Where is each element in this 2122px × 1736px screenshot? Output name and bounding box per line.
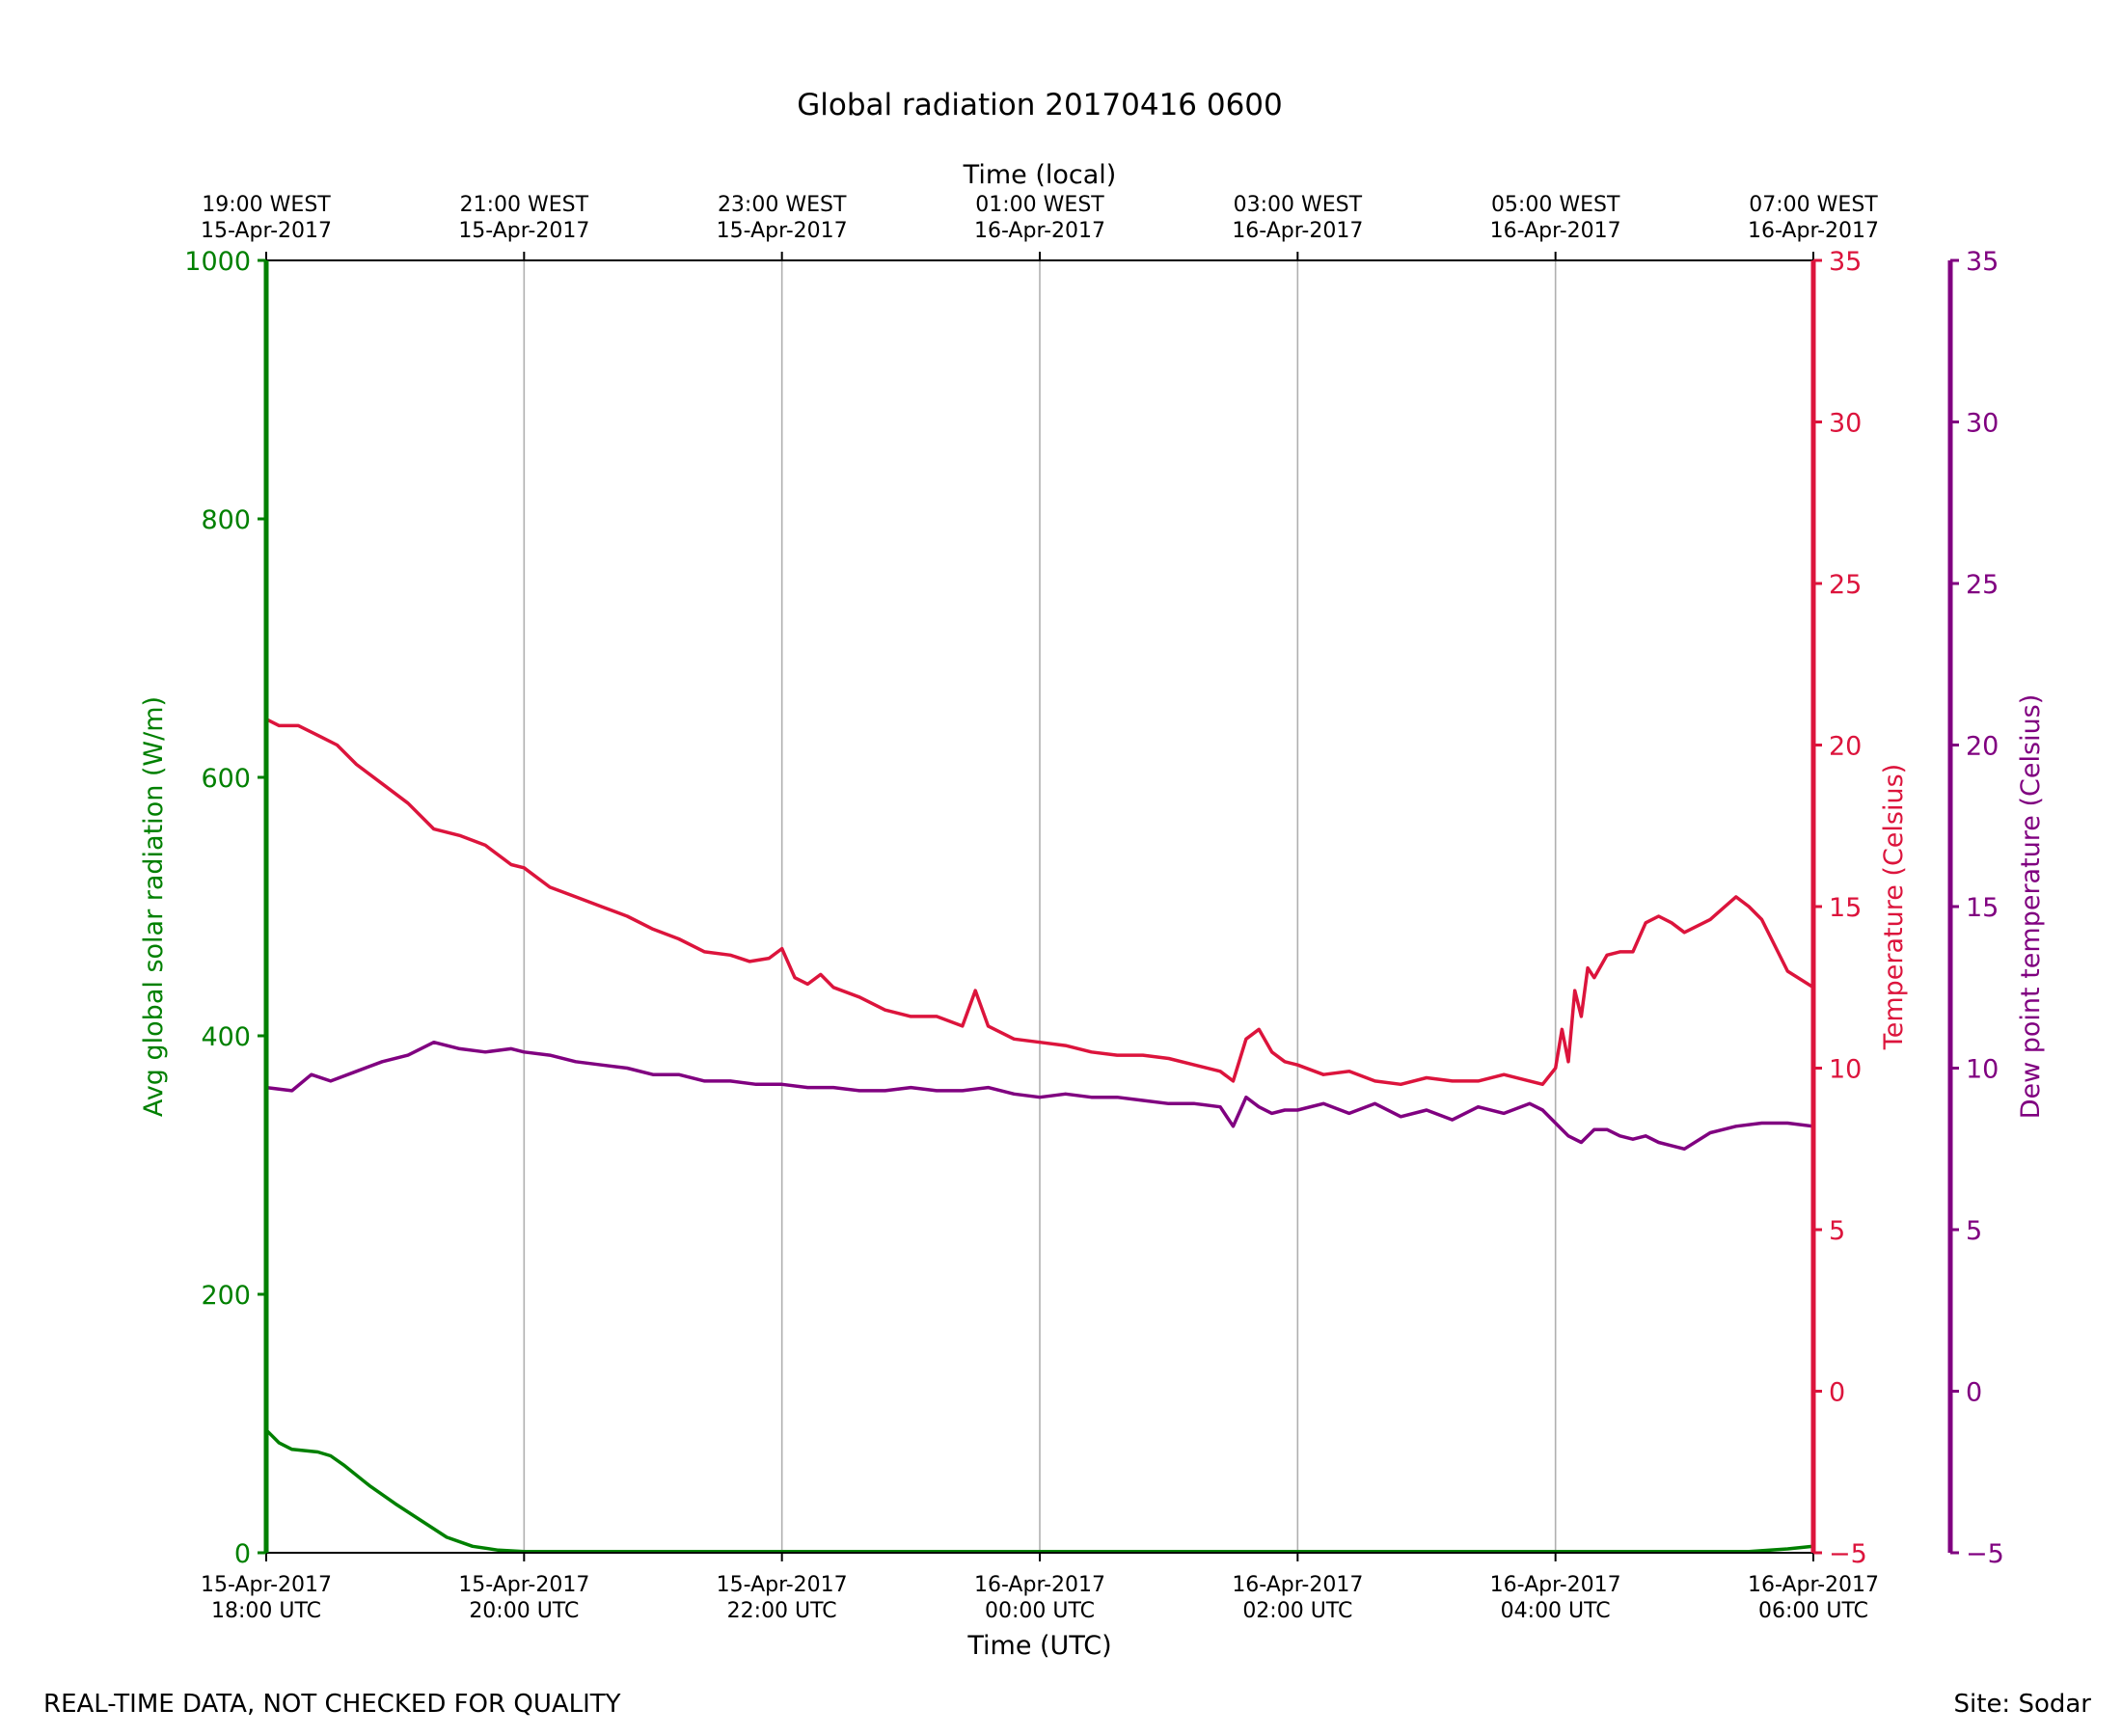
y-right-tick-label: 20 xyxy=(1829,732,1862,762)
series-dew-point-line xyxy=(264,1040,1815,1152)
x-top-tick-label-date: 16-Apr-2017 xyxy=(1232,219,1363,243)
y-left-tick-label: 400 xyxy=(201,1022,251,1052)
x-tick-label-date: 15-Apr-2017 xyxy=(201,1573,332,1597)
y-right2-tick-label: 5 xyxy=(1966,1216,1982,1246)
x-top-tick-label-time: 03:00 WEST xyxy=(1234,193,1363,217)
chart-title: Global radiation 20170416 0600 xyxy=(797,88,1283,122)
x-tick-label-time: 04:00 UTC xyxy=(1501,1599,1611,1623)
x-top-tick-label-date: 16-Apr-2017 xyxy=(1490,219,1621,243)
x-top-tick-label-time: 05:00 WEST xyxy=(1491,193,1620,217)
x-top-tick-label-date: 15-Apr-2017 xyxy=(201,219,332,243)
x-tick-label-date: 16-Apr-2017 xyxy=(1232,1573,1363,1597)
series-temperature-line xyxy=(264,717,1815,1087)
x-top-tick-label-date: 16-Apr-2017 xyxy=(974,219,1105,243)
x-tick-label-time: 00:00 UTC xyxy=(985,1599,1095,1623)
x-top-tick-label-date: 15-Apr-2017 xyxy=(717,219,848,243)
x-top-tick-label-time: 01:00 WEST xyxy=(975,193,1104,217)
y-right2-axis-label: Dew point temperature (Celsius) xyxy=(2016,694,2046,1120)
x-tick-label-time: 22:00 UTC xyxy=(727,1599,837,1623)
y-left-tick-label: 0 xyxy=(234,1539,251,1569)
y-right-tick-label: 5 xyxy=(1829,1216,1845,1246)
x-top-tick-label-date: 15-Apr-2017 xyxy=(458,219,589,243)
y-right2-tick-label: 20 xyxy=(1966,732,1999,762)
y-right-tick-label: −5 xyxy=(1829,1539,1867,1569)
footer-site: Site: Sodar xyxy=(1954,1690,2092,1719)
x-tick-label-date: 15-Apr-2017 xyxy=(717,1573,848,1597)
x-tick-label-date: 16-Apr-2017 xyxy=(1748,1573,1879,1597)
y-left-tick-label: 600 xyxy=(201,764,251,794)
y-right-axis-label: Temperature (Celsius) xyxy=(1879,764,1909,1050)
x-top-tick-label-time: 07:00 WEST xyxy=(1749,193,1878,217)
series-solar-radiation-line xyxy=(264,1427,1815,1554)
x-top-tick-label-time: 23:00 WEST xyxy=(718,193,847,217)
x-tick-label-date: 15-Apr-2017 xyxy=(458,1573,589,1597)
y-right2-tick-label: 25 xyxy=(1966,570,1999,600)
y-right-tick-label: 10 xyxy=(1829,1055,1862,1085)
y-left-axis-label: Avg global solar radiation (W/m) xyxy=(139,696,169,1117)
x-tick-label-date: 16-Apr-2017 xyxy=(974,1573,1105,1597)
x-axis-label: Time (UTC) xyxy=(966,1631,1111,1661)
y-right2-tick-label: 0 xyxy=(1966,1378,1982,1408)
x-tick-label-time: 06:00 UTC xyxy=(1758,1599,1868,1623)
y-left-tick-label: 1000 xyxy=(184,247,251,277)
y-right2-tick-label: −5 xyxy=(1966,1539,2004,1569)
x-top-tick-label-date: 16-Apr-2017 xyxy=(1748,219,1879,243)
x-tick-label-time: 18:00 UTC xyxy=(211,1599,321,1623)
y-left-tick-label: 200 xyxy=(201,1281,251,1311)
y-right-tick-label: 0 xyxy=(1829,1378,1845,1408)
x-top-tick-label-time: 19:00 WEST xyxy=(202,193,331,217)
x-tick-label-date: 16-Apr-2017 xyxy=(1490,1573,1621,1597)
footer-disclaimer: REAL-TIME DATA, NOT CHECKED FOR QUALITY xyxy=(43,1690,621,1719)
y-right-tick-label: 25 xyxy=(1829,570,1862,600)
y-right2-tick-label: 30 xyxy=(1966,409,1999,439)
y-right2-tick-label: 15 xyxy=(1966,893,1999,923)
y-right2-tick-label: 35 xyxy=(1966,247,1999,277)
y-right-tick-label: 30 xyxy=(1829,409,1862,439)
y-right2-tick-label: 10 xyxy=(1966,1055,1999,1085)
y-right-tick-label: 15 xyxy=(1829,893,1862,923)
x-tick-label-time: 02:00 UTC xyxy=(1242,1599,1352,1623)
x-top-axis-label: Time (local) xyxy=(963,160,1117,190)
y-left-tick-label: 800 xyxy=(201,505,251,535)
y-right-tick-label: 35 xyxy=(1829,247,1862,277)
x-tick-label-time: 20:00 UTC xyxy=(469,1599,579,1623)
x-top-tick-label-time: 21:00 WEST xyxy=(460,193,589,217)
